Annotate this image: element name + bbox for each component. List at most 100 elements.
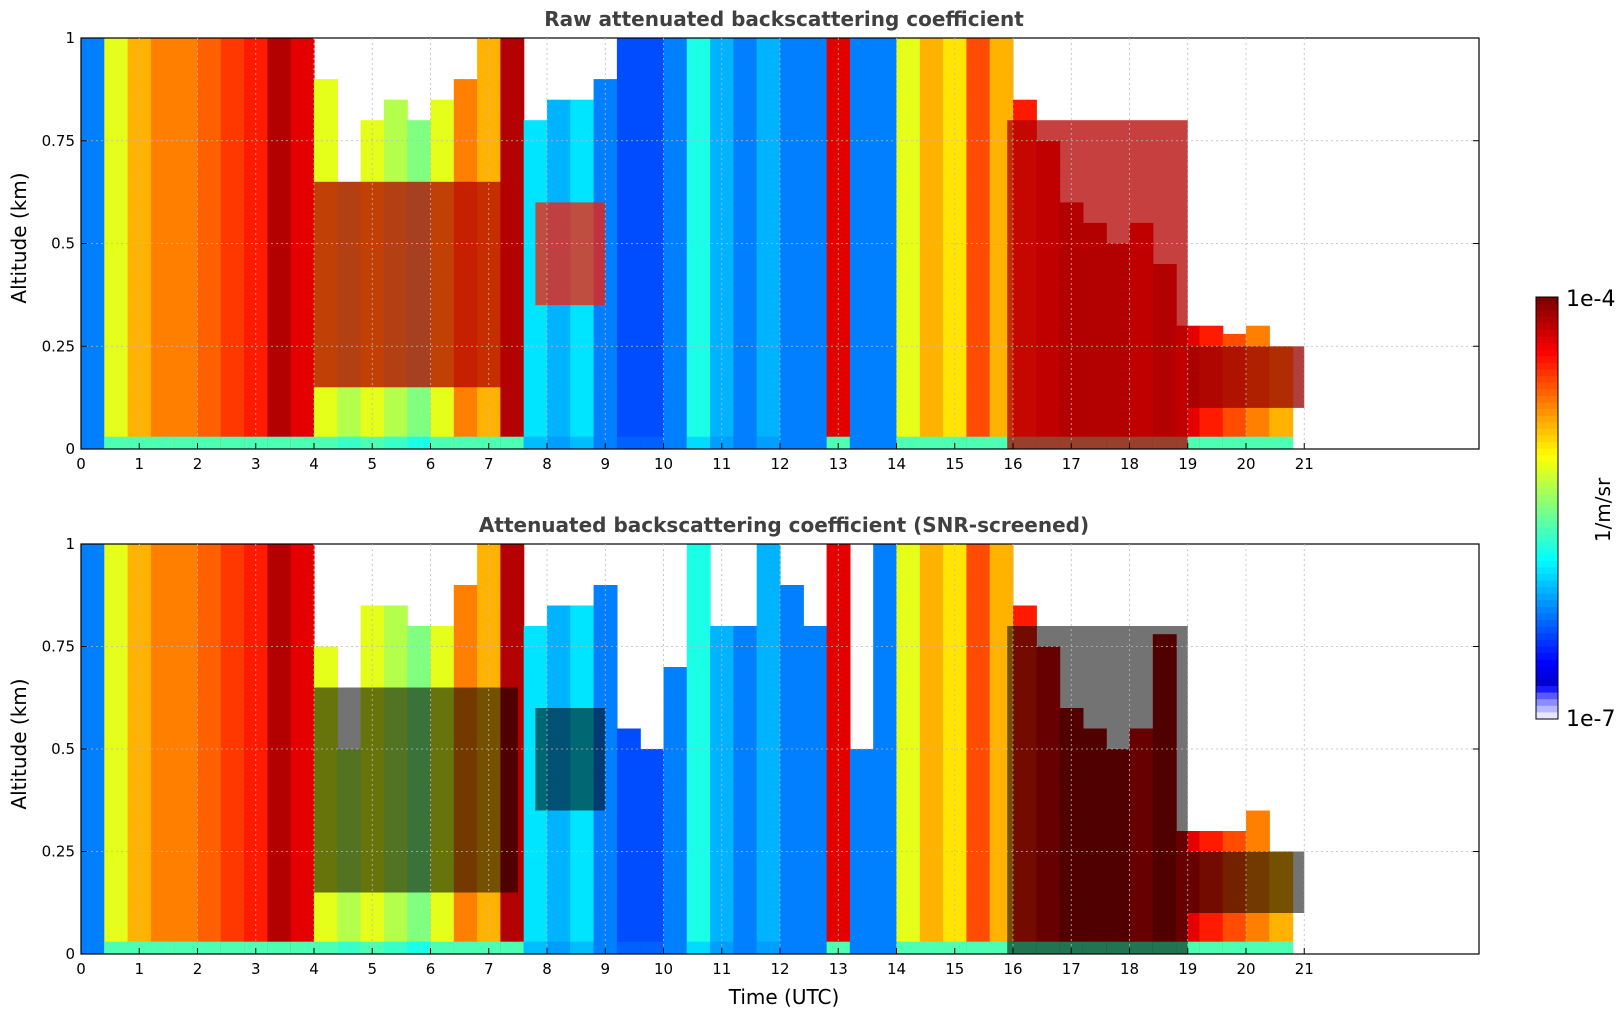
colorbar-swatch [1536, 653, 1558, 661]
surface-strip [104, 941, 129, 954]
colorbar-min-label: 1e-7 [1566, 707, 1615, 732]
surface-strip [453, 941, 478, 954]
colorbar-swatch [1536, 343, 1558, 351]
colorbar-swatch [1536, 336, 1558, 344]
x-tick-label: 11 [712, 455, 731, 473]
colorbar-swatch [1536, 567, 1558, 575]
surface-strip [337, 941, 362, 954]
y-tick-label: 0 [65, 440, 75, 458]
colorbar-swatch [1536, 448, 1558, 456]
surface-strip [314, 941, 338, 954]
surface-strip [81, 941, 105, 954]
y-tick-label: 0.5 [51, 740, 75, 758]
colorbar-swatch [1536, 362, 1558, 371]
y-tick-label: 1 [65, 535, 75, 553]
colorbar-swatch [1536, 323, 1558, 331]
cloud-layer [535, 202, 606, 306]
surface-strip [383, 941, 408, 954]
profile-band [197, 544, 222, 954]
surface-strip [966, 941, 991, 954]
colorbar-swatch [1536, 422, 1558, 430]
x-tick-label: 1 [134, 455, 144, 473]
x-tick-label: 16 [1003, 455, 1022, 473]
surface-strip [430, 941, 455, 954]
colorbar-swatch [1536, 534, 1558, 542]
colorbar-swatch [1536, 527, 1558, 535]
surface-strip [943, 941, 967, 954]
x-tick-label: 7 [484, 455, 494, 473]
colorbar-swatch [1536, 679, 1558, 687]
colorbar-swatch [1536, 712, 1558, 720]
colorbar-swatch [1536, 692, 1558, 700]
surface-strip [314, 436, 338, 449]
colorbar-max-label: 1e-4 [1566, 287, 1615, 312]
colorbar-swatch [1536, 541, 1558, 549]
surface-strip [873, 941, 898, 954]
x-tick-label: 5 [367, 455, 377, 473]
x-tick-label: 0 [76, 455, 86, 473]
colorbar-swatch [1536, 356, 1558, 364]
colorbar-swatch [1536, 303, 1558, 311]
surface-strip [150, 436, 175, 449]
colorbar-swatch [1536, 508, 1558, 516]
x-tick-label: 14 [887, 960, 906, 978]
x-tick-label: 13 [829, 960, 848, 978]
colorbar-swatch [1536, 593, 1558, 601]
x-tick-label: 10 [654, 960, 673, 978]
colorbar-swatch [1536, 395, 1558, 404]
surface-strip [407, 436, 432, 449]
colorbar-swatch [1536, 514, 1558, 522]
cloud-layer [535, 708, 606, 811]
surface-strip [686, 941, 711, 954]
cloud-layer [314, 687, 518, 893]
surface-strip [244, 941, 268, 954]
surface-strip [943, 436, 967, 449]
y-tick-label: 1 [65, 29, 75, 47]
x-tick-label: 13 [829, 455, 848, 473]
colorbar-swatch [1536, 475, 1558, 483]
colorbar-swatch [1536, 389, 1558, 397]
x-tick-label: 21 [1295, 455, 1314, 473]
surface-strip [290, 436, 315, 449]
surface-strip [477, 436, 501, 449]
colorbar-swatch [1536, 606, 1558, 615]
surface-strip [267, 941, 292, 954]
x-tick-label: 17 [1062, 455, 1081, 473]
colorbar-swatch [1536, 521, 1558, 529]
colorbar-swatch [1536, 666, 1558, 674]
surface-strip [290, 941, 315, 954]
surface-strip [500, 941, 525, 954]
x-tick-label: 17 [1062, 960, 1081, 978]
surface-strip [1269, 436, 1294, 449]
x-tick-label: 20 [1236, 455, 1255, 473]
surface-strip [873, 436, 898, 449]
surface-strip [430, 436, 455, 449]
x-tick-label: 16 [1003, 960, 1022, 978]
profile-band [197, 38, 222, 449]
surface-strip [966, 436, 991, 449]
colorbar-swatch [1536, 494, 1558, 502]
surface-strip [756, 436, 781, 449]
x-tick-label: 2 [193, 455, 203, 473]
surface-strip [919, 941, 944, 954]
colorbar-swatch [1536, 310, 1558, 318]
surface-strip [523, 941, 548, 954]
surface-strip [780, 436, 804, 449]
colorbar-swatch [1536, 297, 1558, 305]
surface-strip [360, 436, 385, 449]
surface-strip [803, 436, 828, 449]
x-tick-label: 8 [542, 455, 552, 473]
colorbar-swatch [1536, 488, 1558, 496]
x-tick-label: 18 [1120, 455, 1139, 473]
colorbar-swatch [1536, 442, 1558, 450]
y-tick-label: 0.75 [42, 638, 75, 656]
x-tick-label: 3 [251, 455, 261, 473]
surface-strip [803, 941, 828, 954]
colorbar-unit-label: 1/m/sr [1591, 477, 1615, 542]
cloud-layer [1007, 120, 1188, 449]
surface-strip [547, 436, 571, 449]
surface-strip [453, 436, 478, 449]
colorbar-swatch [1536, 560, 1558, 568]
x-tick-label: 18 [1120, 960, 1139, 978]
profile-band [616, 728, 641, 954]
